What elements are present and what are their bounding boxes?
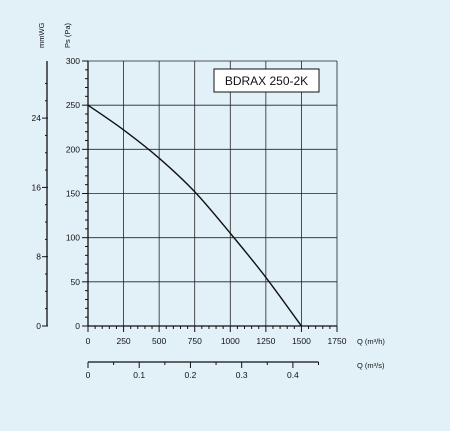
labels: 0 50 100 150 200 250 300 0 8 16 24 0 250 500 750 1000 12… — [32, 22, 386, 380]
grid-lines — [88, 60, 338, 326]
x2-axis-title: Q (m³/s) — [357, 361, 385, 370]
y-tick-label: 250 — [66, 100, 80, 110]
y-tick-label: 0 — [75, 321, 80, 331]
x-tick-label: 1000 — [221, 336, 240, 346]
x-tick-label: 250 — [116, 336, 130, 346]
chart-title: BDRAX 250-2K — [225, 74, 308, 88]
y2-tick-label: 16 — [32, 182, 42, 192]
x-tick-label: 0 — [86, 336, 91, 346]
curve-layer — [87, 104, 302, 327]
x2-tick-label: 0.3 — [236, 370, 248, 380]
x-tick-label: 500 — [152, 336, 166, 346]
y-axis-title: Ps (Pa) — [63, 22, 72, 48]
y-tick-label: 200 — [66, 144, 80, 154]
axes — [42, 60, 338, 368]
x-axis-title: Q (m³/h) — [357, 337, 385, 346]
x2-tick-label: 0.1 — [133, 370, 145, 380]
x-tick-label: 1750 — [328, 336, 347, 346]
title-box — [213, 68, 320, 93]
x-tick-label: 1250 — [256, 336, 275, 346]
y-tick-label: 100 — [66, 233, 80, 243]
x2-tick-label: 0 — [86, 370, 91, 380]
y-tick-label: 300 — [66, 56, 80, 66]
y2-tick-label: 8 — [36, 252, 41, 262]
y-tick-label: 50 — [71, 277, 81, 287]
y2-tick-label: 24 — [32, 113, 42, 123]
x-tick-label: 1500 — [292, 336, 311, 346]
y-tick-label: 150 — [66, 189, 80, 199]
x2-tick-label: 0.2 — [185, 370, 197, 380]
x-tick-label: 750 — [188, 336, 202, 346]
x2-tick-label: 0.4 — [287, 370, 299, 380]
y2-tick-label: 0 — [36, 321, 41, 331]
y2-axis-title: mmWG — [37, 22, 46, 48]
